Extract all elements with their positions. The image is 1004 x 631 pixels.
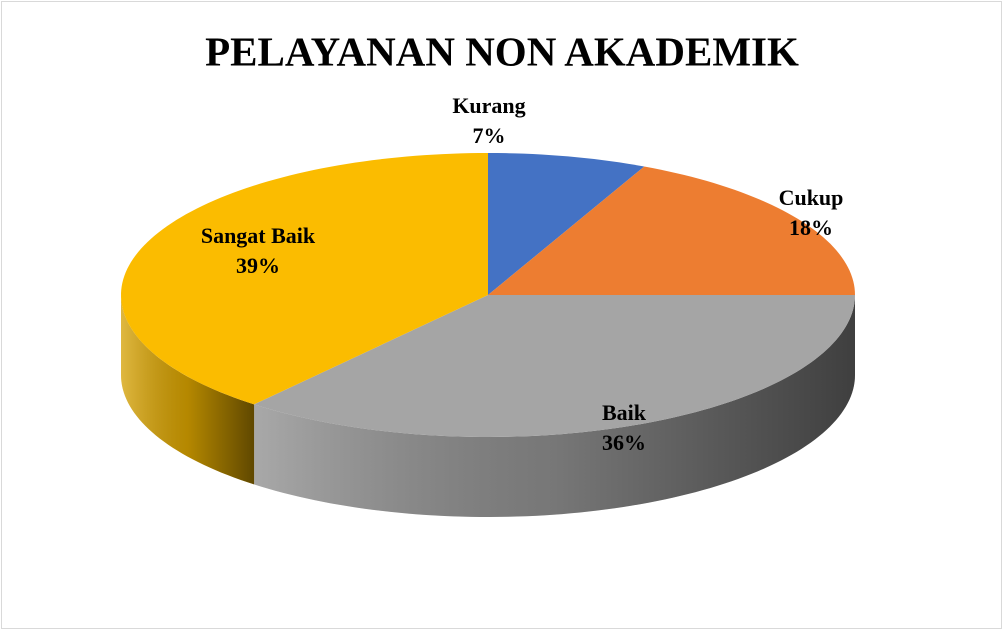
pie-slice	[488, 166, 855, 295]
data-labels: Kurang 7% Cukup 18% Baik 36% Sangat Baik 39%	[201, 93, 844, 455]
pie-slice	[254, 295, 855, 437]
slice-side-shade	[121, 295, 255, 485]
value-label: 36%	[602, 430, 646, 455]
pie-tops	[121, 153, 855, 437]
category-label: Cukup	[779, 185, 844, 210]
category-label: Kurang	[452, 93, 525, 118]
category-label: Baik	[602, 400, 647, 425]
value-label: 18%	[789, 215, 833, 240]
pie-slice	[121, 153, 488, 405]
pie-sides	[121, 295, 855, 517]
value-label: 7%	[473, 123, 506, 148]
slice-side-shade	[254, 295, 855, 517]
category-label: Sangat Baik	[201, 223, 316, 248]
chart-title: PELAYANAN NON AKADEMIK	[205, 28, 799, 74]
value-label: 39%	[236, 253, 280, 278]
pie-slice	[488, 153, 645, 295]
